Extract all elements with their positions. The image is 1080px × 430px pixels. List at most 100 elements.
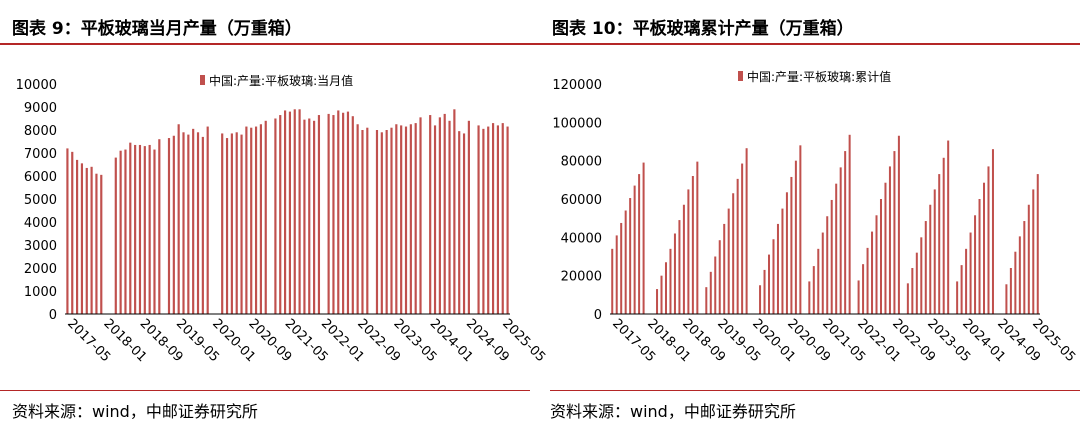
bar: [448, 120, 451, 314]
bar: [624, 210, 627, 314]
bar: [95, 173, 98, 314]
bar: [506, 126, 509, 314]
bar: [433, 125, 437, 315]
bar: [395, 124, 398, 314]
bar: [969, 232, 972, 314]
bar: [723, 223, 726, 314]
bar: [839, 167, 842, 314]
bar: [264, 120, 267, 314]
y-tick-label: 1000: [24, 285, 57, 300]
bar: [245, 126, 248, 314]
bar: [906, 283, 909, 314]
bar: [250, 127, 253, 314]
bar: [467, 120, 470, 314]
bar: [745, 148, 748, 314]
bar: [119, 150, 122, 314]
bar: [920, 237, 923, 314]
bar: [303, 119, 306, 315]
bar: [656, 289, 659, 314]
bar: [732, 193, 735, 314]
bar: [727, 208, 730, 314]
bar: [153, 149, 156, 314]
bar: [857, 280, 860, 314]
bar: [143, 146, 146, 314]
bar: [491, 123, 495, 314]
bar: [366, 127, 369, 314]
bar: [1032, 189, 1035, 314]
bar: [429, 115, 432, 314]
bar: [741, 163, 744, 314]
bar: [714, 256, 717, 314]
bar: [134, 144, 137, 314]
bar: [799, 145, 802, 314]
bar: [298, 109, 301, 314]
bar: [414, 123, 417, 314]
bar: [225, 138, 229, 314]
bar: [942, 157, 945, 314]
bar: [167, 138, 171, 314]
bar: [611, 248, 614, 314]
bar: [687, 189, 690, 314]
legend-label: 中国:产量:平板玻璃:累计值: [747, 69, 891, 84]
bar: [983, 182, 986, 314]
legend-label: 中国:产量:平板玻璃:当月值: [209, 73, 353, 88]
bar: [987, 166, 990, 314]
left-chart-panel: 图表 9：平板玻璃当月产量（万重箱） 0 1000 2000 3000 4000 5000…: [0, 19, 548, 421]
bar: [182, 132, 185, 314]
bar: [826, 216, 829, 314]
bar: [879, 199, 882, 314]
bar: [673, 233, 676, 314]
bar: [956, 281, 959, 314]
bar: [235, 132, 238, 314]
bar: [177, 124, 180, 314]
bar: [356, 124, 359, 314]
bar: [960, 265, 963, 314]
bar: [790, 176, 793, 314]
bar: [283, 110, 287, 314]
y-tick-label: 3000: [24, 239, 57, 254]
bar: [462, 133, 466, 314]
y-tick-label: 7000: [24, 147, 57, 162]
bar: [871, 231, 874, 314]
bar: [501, 123, 504, 314]
bar: [768, 254, 771, 314]
left-source-text: 资料来源：wind，中邮证券研究所: [12, 402, 258, 421]
bar: [487, 126, 490, 314]
bar: [911, 268, 914, 314]
y-tick-label: 5000: [24, 193, 57, 208]
y-tick-label: 4000: [24, 216, 57, 231]
y-tick-label: 40000: [561, 231, 602, 246]
y-tick-label: 8000: [24, 124, 57, 139]
y-tick-label: 100000: [552, 116, 602, 131]
bar: [76, 159, 79, 314]
bar: [351, 116, 354, 314]
bar: [346, 111, 350, 314]
y-tick-label: 10000: [16, 78, 57, 93]
bar: [772, 239, 775, 314]
bar: [1027, 204, 1030, 314]
bar: [978, 199, 981, 314]
bar: [991, 149, 994, 314]
bar: [337, 110, 340, 314]
bar: [254, 126, 258, 314]
bar: [620, 222, 623, 314]
bar: [664, 262, 667, 314]
bar: [85, 167, 88, 314]
bar: [862, 264, 865, 314]
bar: [477, 125, 480, 315]
bar: [158, 139, 161, 314]
bar: [230, 133, 233, 314]
right-source-rule: [550, 390, 1080, 391]
bar: [279, 115, 282, 314]
bar: [172, 135, 175, 314]
bar: [974, 215, 977, 314]
right-chart-title: 图表 10：平板玻璃累计产量（万重箱）: [552, 19, 854, 39]
y-tick-label: 20000: [561, 270, 602, 285]
bar: [691, 176, 694, 314]
bar: [660, 275, 663, 314]
bar: [129, 142, 132, 314]
bar: [390, 127, 393, 314]
bar: [259, 124, 262, 314]
right-title-rule: [540, 43, 1080, 45]
bar: [90, 166, 93, 314]
